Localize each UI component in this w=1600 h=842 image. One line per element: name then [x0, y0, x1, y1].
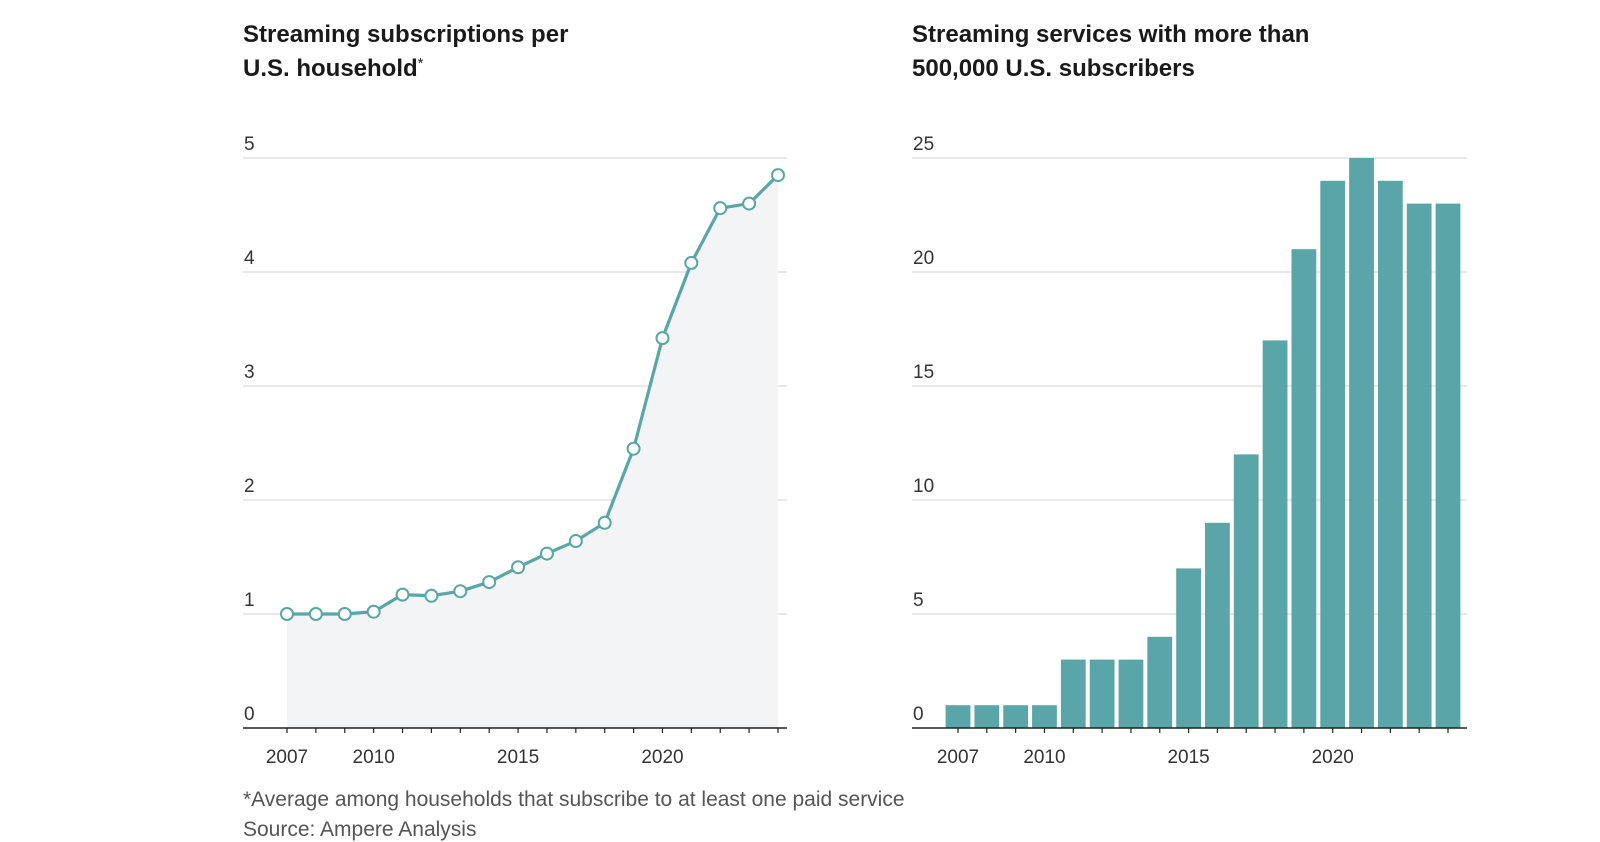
bar: [945, 705, 971, 728]
bar: [1147, 636, 1173, 728]
bar: [1003, 705, 1029, 728]
x-tick-label: 2015: [497, 747, 539, 768]
bar: [1089, 659, 1115, 728]
data-point-marker: [597, 515, 612, 530]
bar: [1118, 659, 1144, 728]
bar: [1406, 203, 1432, 729]
bar: [1291, 249, 1317, 728]
x-tick-label: 2010: [353, 747, 395, 768]
left-chart-title: Streaming subscriptions per U.S. househo…: [243, 18, 713, 86]
bar: [1377, 180, 1403, 729]
footnote-marker: *: [417, 55, 424, 72]
data-point-marker: [626, 441, 641, 456]
data-point-marker: [511, 560, 526, 575]
data-point-marker: [684, 255, 699, 270]
y-tick-label: 10: [913, 476, 934, 497]
right-chart-title-line1: Streaming services with more than: [912, 21, 1310, 48]
bar: [1060, 659, 1086, 728]
bar: [1435, 203, 1461, 729]
area-fill: [287, 175, 778, 729]
data-point-marker: [424, 588, 439, 603]
y-tick-label: 15: [913, 362, 934, 383]
subscriptions-chart: 0 1 2 3 4 5 2007 2010 2015 2020: [243, 134, 787, 768]
data-point-marker: [453, 584, 468, 599]
data-point-marker: [482, 575, 497, 590]
data-point-marker: [655, 331, 670, 346]
services-chart: 0 5 10 15 20 25 2007 2010 2015 2020: [912, 134, 1467, 768]
bar: [974, 705, 1000, 728]
right-chart-title-line2: 500,000 U.S. subscribers: [912, 55, 1195, 82]
data-point-marker: [280, 607, 294, 621]
bar: [1032, 705, 1057, 728]
y-tick-label: 20: [913, 248, 934, 269]
left-chart-title-line1: Streaming subscriptions per: [243, 21, 569, 48]
y-tick-label: 4: [244, 248, 255, 269]
x-tick-label: 2010: [1023, 747, 1065, 768]
x-tick-label: 2015: [1167, 747, 1209, 768]
y-tick-label: 3: [244, 362, 255, 383]
y-tick-label: 0: [244, 704, 255, 725]
bar: [1349, 158, 1374, 728]
y-tick-label: 5: [244, 134, 255, 155]
bar: [1176, 568, 1201, 728]
x-tick-label: 2020: [641, 747, 683, 768]
x-tick-label: 2020: [1312, 747, 1354, 768]
x-tick-label: 2007: [266, 747, 308, 768]
footnote: *Average among households that subscribe…: [243, 788, 905, 811]
bar: [1320, 180, 1346, 729]
y-tick-label: 5: [913, 590, 924, 611]
x-tick-label: 2007: [937, 747, 979, 768]
y-tick-label: 2: [244, 476, 255, 497]
right-chart-title: Streaming services with more than 500,00…: [912, 18, 1382, 86]
data-point-marker: [742, 196, 757, 211]
data-point-marker: [395, 587, 410, 602]
y-tick-label: 0: [913, 704, 924, 725]
y-tick-label: 25: [913, 134, 934, 155]
data-point-marker: [308, 607, 323, 621]
data-point-marker: [337, 607, 352, 621]
bar: [1205, 522, 1230, 728]
data-point-marker: [568, 534, 583, 549]
left-chart-title-line2: U.S. household: [243, 55, 418, 82]
data-point-marker: [366, 604, 381, 619]
data-point-marker: [539, 546, 554, 561]
source-note: Source: Ampere Analysis: [243, 818, 477, 841]
bar: [1262, 340, 1288, 728]
bar: [1233, 454, 1259, 728]
y-tick-label: 1: [244, 590, 255, 611]
data-point-marker: [713, 201, 728, 216]
data-point-marker: [771, 168, 785, 183]
